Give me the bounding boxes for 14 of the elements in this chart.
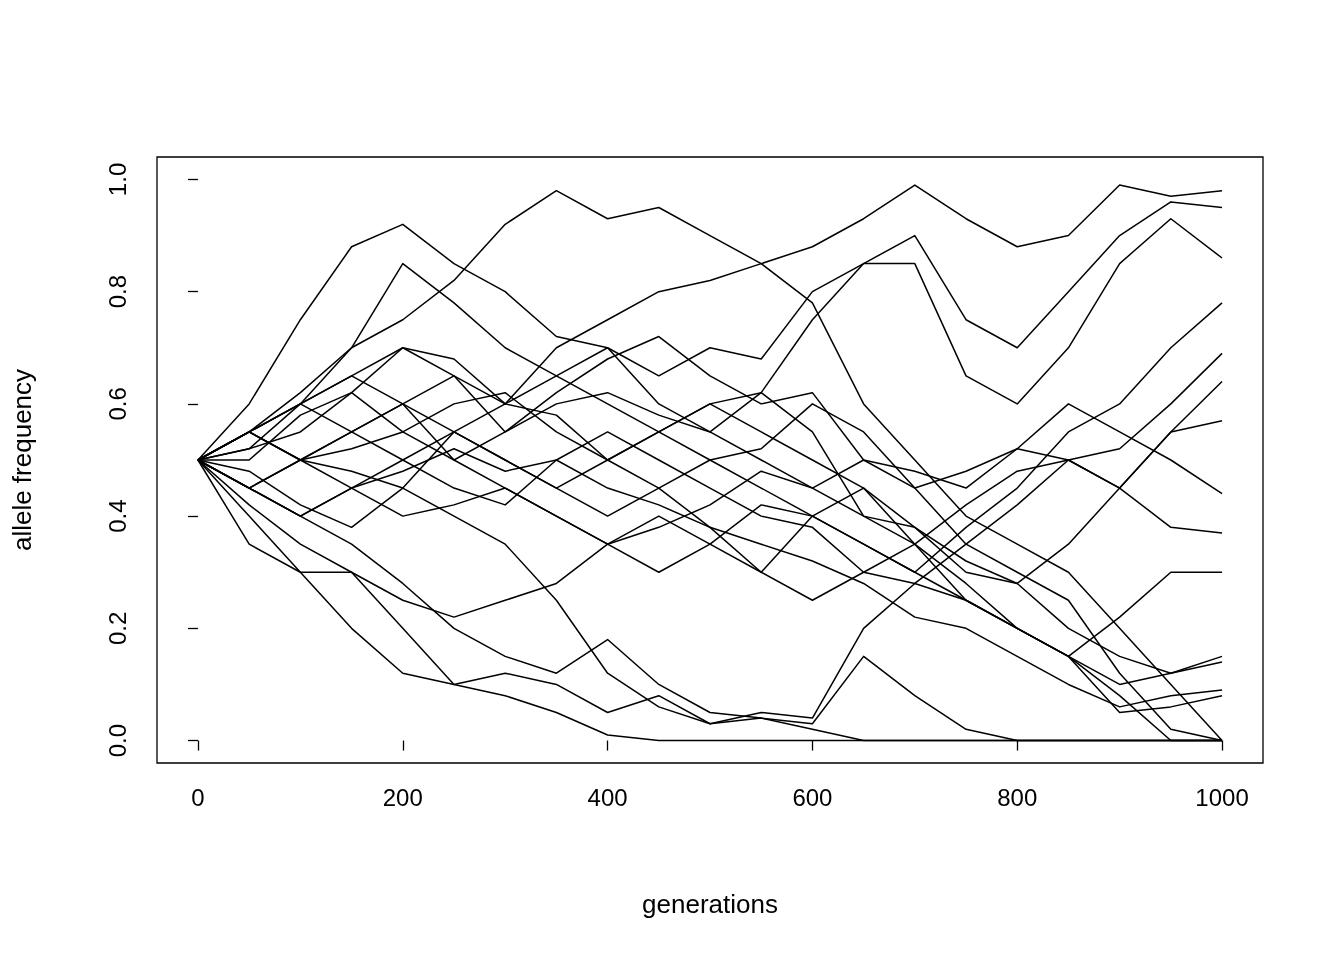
y-tick-label: 0.8 — [103, 274, 131, 309]
y-axis-title: allele frequency — [7, 368, 37, 552]
x-tick-label: 600 — [792, 783, 833, 811]
x-axis-title: generations — [642, 889, 778, 919]
y-tick-label: 0.0 — [103, 723, 131, 758]
y-tick-label: 0.2 — [103, 611, 131, 646]
x-tick-label: 400 — [587, 783, 628, 811]
x-tick-label: 1000 — [1195, 783, 1249, 811]
x-tick-label: 200 — [382, 783, 423, 811]
y-tick-label: 0.4 — [103, 499, 131, 533]
x-tick-label: 800 — [997, 783, 1038, 811]
y-tick-label: 0.6 — [103, 387, 131, 421]
x-tick-label: 0 — [191, 783, 205, 811]
y-tick-label: 1.0 — [103, 162, 131, 197]
